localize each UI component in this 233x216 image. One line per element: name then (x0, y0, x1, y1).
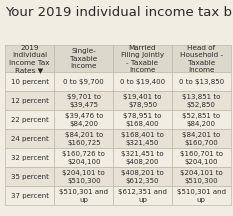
Text: $84,201 to
$160,725: $84,201 to $160,725 (65, 132, 103, 146)
Text: 22 percent: 22 percent (11, 117, 48, 123)
Text: $408,201 to
$612,350: $408,201 to $612,350 (121, 170, 164, 184)
Text: $168,401 to
$321,450: $168,401 to $321,450 (121, 132, 164, 146)
Text: $204,101 to
$510,300: $204,101 to $510,300 (62, 170, 105, 184)
Text: 37 percent: 37 percent (10, 193, 48, 199)
Text: $84,201 to
$160,700: $84,201 to $160,700 (182, 132, 220, 146)
Text: $321,451 to
$408,200: $321,451 to $408,200 (121, 151, 164, 165)
Text: 12 percent: 12 percent (10, 98, 48, 104)
Text: $160,701 to
$204,100: $160,701 to $204,100 (180, 151, 223, 165)
Text: $13,851 to
$52,850: $13,851 to $52,850 (182, 94, 220, 108)
Text: 35 percent: 35 percent (10, 174, 48, 180)
Text: Single-
Taxable
Income: Single- Taxable Income (70, 48, 97, 69)
Text: 0 to $9,700: 0 to $9,700 (63, 79, 104, 85)
Text: Married
Filing Jointly
- Taxable
Income: Married Filing Jointly - Taxable Income (121, 45, 164, 73)
Text: $19,401 to
$78,950: $19,401 to $78,950 (123, 94, 162, 108)
Text: $510,301 and
up: $510,301 and up (59, 189, 108, 203)
Text: $78,951 to
$168,400: $78,951 to $168,400 (123, 113, 162, 127)
Text: 2019
Individual
Income Tax
Rates ▼: 2019 Individual Income Tax Rates ▼ (9, 45, 50, 73)
Text: $204,101 to
$510,300: $204,101 to $510,300 (180, 170, 223, 184)
Text: $52,851 to
$84,200: $52,851 to $84,200 (182, 113, 220, 127)
Text: $39,476 to
$84,200: $39,476 to $84,200 (65, 113, 103, 127)
Text: Head of
Household -
Taxable
Income: Head of Household - Taxable Income (180, 45, 223, 73)
Text: $160,726 to
$204,100: $160,726 to $204,100 (62, 151, 105, 165)
Text: $612,351 and
up: $612,351 and up (118, 189, 167, 203)
Text: 0 to $19,400: 0 to $19,400 (120, 79, 165, 85)
Text: 32 percent: 32 percent (10, 155, 48, 161)
Text: 0 to $13,850: 0 to $13,850 (179, 79, 224, 85)
Text: 24 percent: 24 percent (11, 136, 48, 142)
Text: Your 2019 individual income tax brackets: Your 2019 individual income tax brackets (5, 6, 233, 19)
Text: $510,301 and
up: $510,301 and up (177, 189, 226, 203)
Text: $9,701 to
$39,475: $9,701 to $39,475 (67, 94, 101, 108)
Text: 10 percent: 10 percent (10, 79, 48, 85)
